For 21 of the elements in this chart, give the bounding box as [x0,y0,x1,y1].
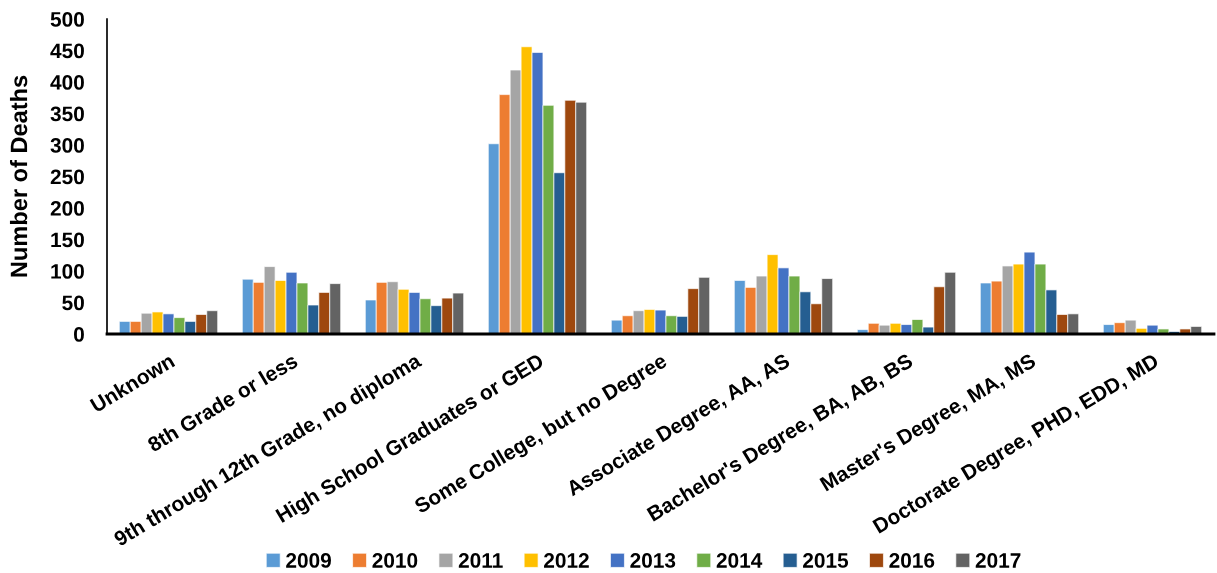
y-tick-label: 400 [50,75,84,90]
legend-label: 2009 [286,553,331,568]
legend-label: 2013 [630,553,676,568]
legend-label: 2010 [372,553,418,568]
y-tick-label: 300 [50,138,84,153]
legend-label: 2017 [975,553,1021,568]
y-tick-label: 100 [51,264,84,279]
legend-label: 2011 [458,553,503,568]
y-tick-label: 500 [50,12,84,27]
legend-label: 2012 [544,553,589,568]
y-tick-label: 350 [50,106,84,122]
legend-label: 2016 [889,553,935,568]
y-tick-label: 250 [50,169,84,185]
y-tick-label: 50 [62,295,84,311]
y-axis-title: Number of Deaths [9,75,28,277]
y-tick-label: 0 [74,327,84,342]
legend-label: 2015 [803,553,849,568]
legend-label: 2014 [716,553,763,568]
y-tick-label: 200 [50,201,84,216]
y-tick-label: 450 [50,43,84,59]
y-tick-label: 150 [51,232,84,248]
